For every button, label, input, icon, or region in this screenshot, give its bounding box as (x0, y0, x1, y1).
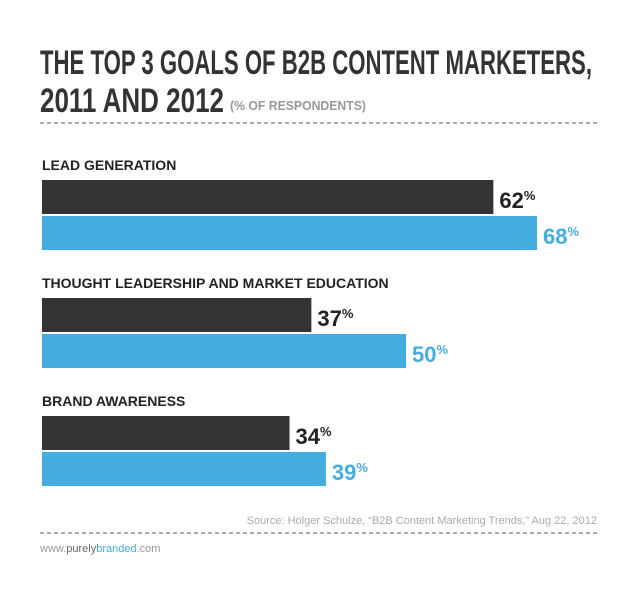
category-label: THOUGHT LEADERSHIP AND MARKET EDUCATION (42, 275, 389, 291)
value-unit: % (436, 342, 448, 357)
value-label: 68% (543, 224, 579, 249)
value-number: 39 (332, 460, 356, 485)
chart-title: 2011 AND 2012 (40, 82, 224, 120)
footer-part: purely (66, 543, 96, 555)
value-unit: % (320, 424, 332, 439)
bar (42, 298, 312, 332)
value-number: 68 (543, 224, 567, 249)
bar (42, 416, 290, 450)
chart-subtitle: (% OF RESPONDENTS) (230, 98, 366, 113)
value-unit: % (356, 460, 368, 475)
footer: www.purelybranded.com (39, 543, 160, 555)
chart-title: THE TOP 3 GOALS OF B2B CONTENT MARKETERS… (40, 44, 592, 82)
bar (42, 452, 326, 486)
value-number: 37 (317, 306, 341, 331)
bar (42, 334, 406, 368)
bar (42, 216, 538, 250)
footer-part: branded (96, 543, 136, 555)
value-number: 62 (499, 188, 523, 213)
value-label: 62% (499, 188, 535, 213)
value-label: 39% (332, 460, 368, 485)
value-label: 50% (412, 342, 448, 367)
bar (42, 180, 494, 214)
category-label: BRAND AWARENESS (42, 393, 185, 409)
value-label: 37% (317, 306, 353, 331)
footer-part: www. (39, 543, 66, 555)
value-unit: % (342, 306, 354, 321)
value-label: 34% (296, 424, 332, 449)
value-number: 50 (412, 342, 436, 367)
source: Source: Holger Schulze, “B2B Content Mar… (247, 515, 597, 527)
footer-part: .com (137, 543, 161, 555)
value-number: 34 (296, 424, 321, 449)
value-unit: % (524, 188, 536, 203)
value-unit: % (568, 224, 580, 239)
category-label: LEAD GENERATION (42, 157, 176, 173)
